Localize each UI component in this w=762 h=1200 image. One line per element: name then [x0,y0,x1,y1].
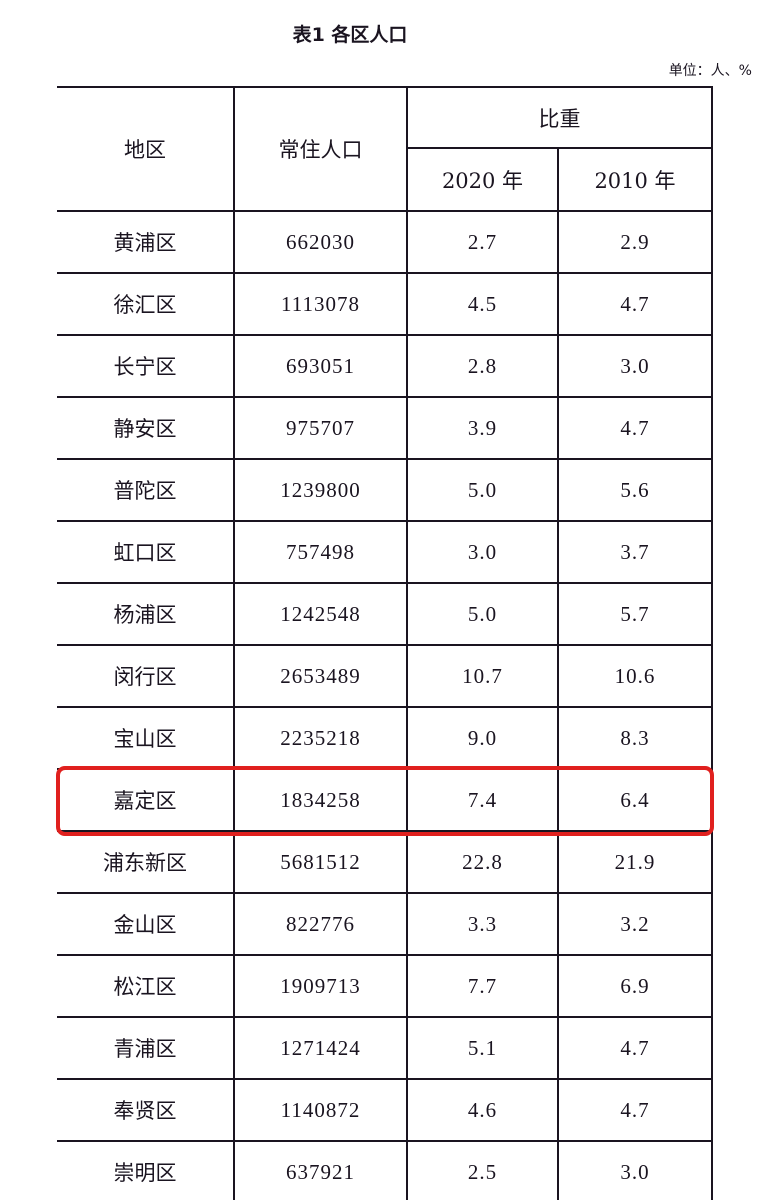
region-cell: 长宁区 [57,334,235,398]
table-row: 浦东新区 5681512 22.8 21.9 [57,830,713,894]
region-cell: 普陀区 [57,458,235,522]
population-cell: 5681512 [233,830,408,894]
share-2020-cell: 3.0 [406,520,559,584]
region-cell: 浦东新区 [57,830,235,894]
population-cell: 822776 [233,892,408,956]
population-cell: 1242548 [233,582,408,646]
header-region: 地区 [57,86,235,212]
share-2020-cell: 5.0 [406,458,559,522]
share-2010-cell: 21.9 [557,830,713,894]
population-cell: 2235218 [233,706,408,770]
population-cell: 2653489 [233,644,408,708]
table-row: 金山区 822776 3.3 3.2 [57,892,713,956]
share-2020-cell: 4.6 [406,1078,559,1142]
population-cell: 975707 [233,396,408,460]
table-row: 松江区 1909713 7.7 6.9 [57,954,713,1018]
share-2010-cell: 3.0 [557,1140,713,1200]
share-2020-cell: 3.3 [406,892,559,956]
population-cell: 662030 [233,210,408,274]
region-cell: 黄浦区 [57,210,235,274]
share-2020-cell: 2.7 [406,210,559,274]
population-cell: 693051 [233,334,408,398]
table-row: 长宁区 693051 2.8 3.0 [57,334,713,398]
share-2010-cell: 6.9 [557,954,713,1018]
population-cell: 1239800 [233,458,408,522]
table-row: 奉贤区 1140872 4.6 4.7 [57,1078,713,1142]
share-2010-cell: 5.6 [557,458,713,522]
population-cell: 1834258 [233,768,408,832]
region-cell: 徐汇区 [57,272,235,336]
table-row: 杨浦区 1242548 5.0 5.7 [57,582,713,646]
region-cell: 宝山区 [57,706,235,770]
share-2010-cell: 2.9 [557,210,713,274]
unit-note: 单位：人、% [668,63,752,79]
region-cell: 松江区 [57,954,235,1018]
table-row: 青浦区 1271424 5.1 4.7 [57,1016,713,1080]
share-2020-cell: 2.5 [406,1140,559,1200]
population-cell: 1909713 [233,954,408,1018]
share-2010-cell: 3.7 [557,520,713,584]
region-cell: 杨浦区 [57,582,235,646]
table-row: 虹口区 757498 3.0 3.7 [57,520,713,584]
region-cell: 闵行区 [57,644,235,708]
header-population: 常住人口 [233,86,408,212]
share-2010-cell: 4.7 [557,272,713,336]
header-2020: 2020 年 [407,147,559,212]
header-2010: 2010 年 [557,147,713,212]
population-cell: 637921 [233,1140,408,1200]
share-2010-cell: 4.7 [557,396,713,460]
header-share: 比重 [406,86,713,149]
share-2020-cell: 7.7 [406,954,559,1018]
share-2010-cell: 10.6 [557,644,713,708]
share-2020-cell: 2.8 [406,334,559,398]
region-cell: 崇明区 [57,1140,235,1200]
population-cell: 1113078 [233,272,408,336]
table-row: 崇明区 637921 2.5 3.0 [57,1140,713,1200]
region-cell: 奉贤区 [57,1078,235,1142]
population-table: 地区 常住人口 比重 2020 年 2010 年 黄浦区 662030 2.7 2.9… [57,86,713,1200]
table-row: 嘉定区 1834258 7.4 6.4 [57,768,713,832]
region-cell: 嘉定区 [57,768,235,832]
share-2020-cell: 10.7 [406,644,559,708]
share-2020-cell: 9.0 [406,706,559,770]
share-2020-cell: 7.4 [406,768,559,832]
region-cell: 虹口区 [57,520,235,584]
region-cell: 金山区 [57,892,235,956]
table-row: 宝山区 2235218 9.0 8.3 [57,706,713,770]
population-cell: 1271424 [233,1016,408,1080]
share-2020-cell: 5.1 [406,1016,559,1080]
table-row: 静安区 975707 3.9 4.7 [57,396,713,460]
share-2010-cell: 3.0 [557,334,713,398]
population-cell: 757498 [233,520,408,584]
population-cell: 1140872 [233,1078,408,1142]
share-2010-cell: 3.2 [557,892,713,956]
table-row: 徐汇区 1113078 4.5 4.7 [57,272,713,336]
share-2010-cell: 8.3 [557,706,713,770]
table-row: 黄浦区 662030 2.7 2.9 [57,210,713,274]
region-cell: 青浦区 [57,1016,235,1080]
share-2020-cell: 22.8 [406,830,559,894]
share-2010-cell: 4.7 [557,1078,713,1142]
share-2020-cell: 3.9 [406,396,559,460]
share-2010-cell: 4.7 [557,1016,713,1080]
highlight-box [56,766,714,836]
table-row: 普陀区 1239800 5.0 5.6 [57,458,713,522]
table-title: 表1 各区人口 [292,24,408,46]
share-2010-cell: 5.7 [557,582,713,646]
region-cell: 静安区 [57,396,235,460]
share-2020-cell: 4.5 [406,272,559,336]
share-2020-cell: 5.0 [406,582,559,646]
share-2010-cell: 6.4 [557,768,713,832]
table-row: 闵行区 2653489 10.7 10.6 [57,644,713,708]
